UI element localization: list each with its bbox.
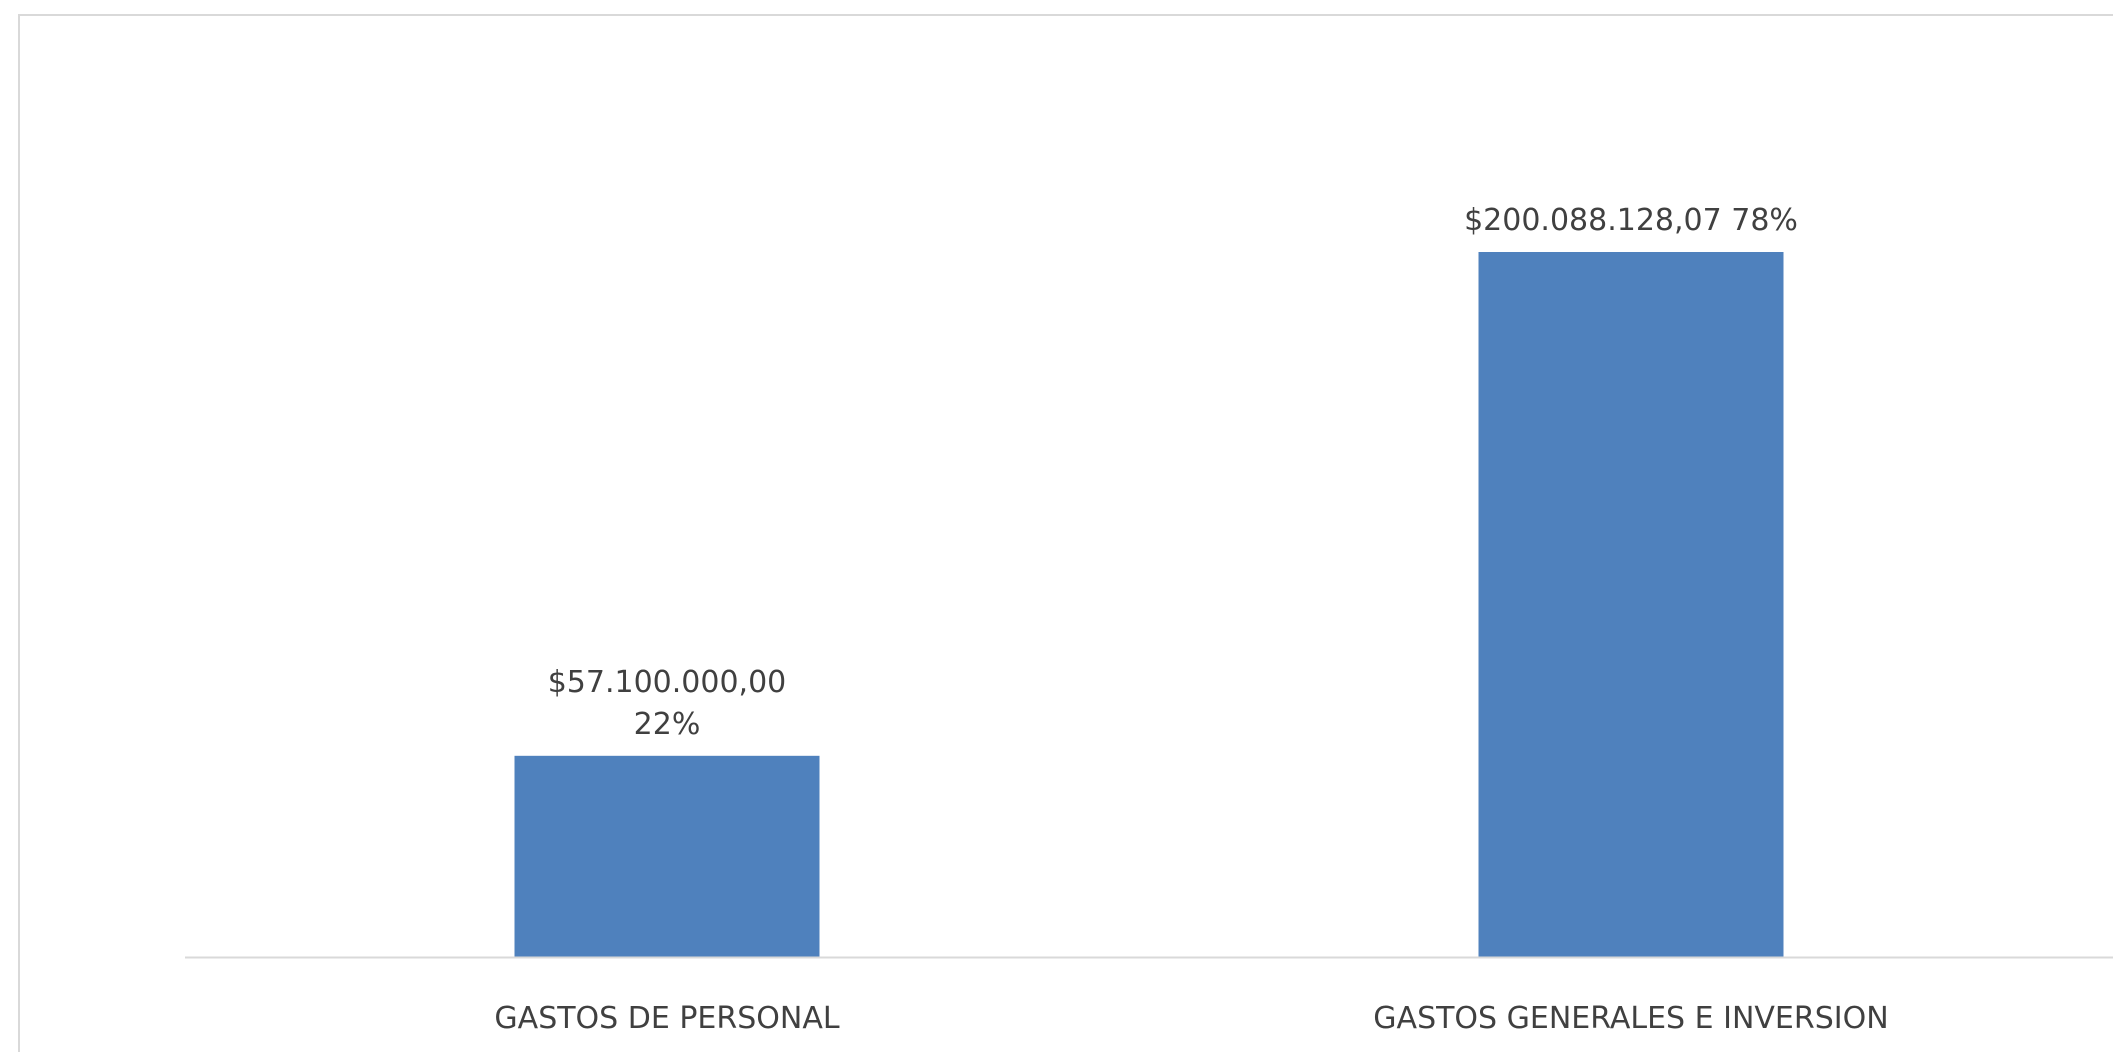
data-label-1-line-2: 22% [634,707,701,742]
bar-2 [1478,252,1784,957]
data-label-1-line-1: $57.100.000,00 [548,665,787,700]
data-label-2-line-1: $200.088.128,07 78% [1464,203,1798,238]
category-label-1: GASTOS DE PERSONAL [494,1001,839,1036]
bar-1 [514,755,820,957]
data-labels-group: $57.100.000,00 22% $200.088.128,07 78% [548,203,1798,742]
category-label-2: GASTOS GENERALES E INVERSION [1373,1001,1888,1036]
bars-group [514,252,1784,957]
category-labels-group: GASTOS DE PERSONAL GASTOS GENERALES E INV… [494,1001,1888,1036]
